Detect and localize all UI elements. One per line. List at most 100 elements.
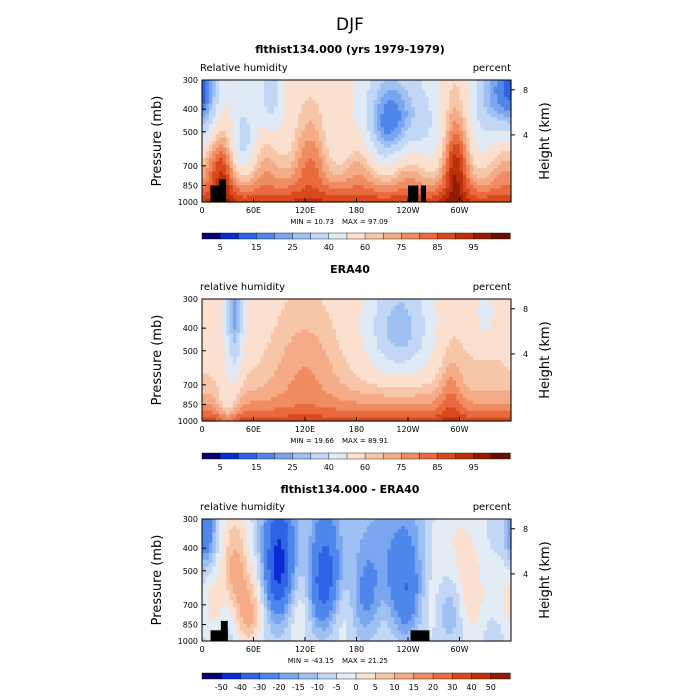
heatmap-cell	[236, 178, 241, 183]
heatmap-cell	[442, 90, 447, 95]
heatmap-cell	[342, 161, 347, 166]
heatmap-cell	[353, 124, 358, 129]
heatmap-cell	[414, 103, 419, 108]
heatmap-cell	[298, 83, 303, 88]
heatmap-cell	[356, 124, 361, 129]
heatmap-cell	[462, 103, 467, 108]
heatmap-cell	[425, 154, 430, 159]
heatmap-cell	[459, 161, 464, 166]
heatmap-cell	[205, 134, 210, 139]
heatmap-cell	[270, 178, 275, 183]
heatmap-cell	[449, 157, 454, 162]
heatmap-cell	[497, 93, 502, 98]
heatmap-cell	[219, 144, 224, 149]
heatmap-cell	[212, 161, 217, 166]
heatmap-cell	[325, 83, 330, 88]
heatmap-cell	[342, 168, 347, 173]
heatmap-cell	[202, 141, 207, 145]
heatmap-cell	[390, 151, 395, 156]
heatmap-cell	[232, 90, 237, 95]
heatmap-cell	[318, 157, 323, 162]
heatmap-cell	[418, 188, 423, 193]
heatmap-cell	[232, 93, 237, 98]
heatmap-cell	[236, 113, 241, 118]
heatmap-cell	[483, 130, 488, 135]
heatmap-cell	[280, 147, 285, 152]
heatmap-cell	[277, 100, 282, 105]
heatmap-cell	[305, 107, 310, 112]
heatmap-cell	[377, 110, 382, 115]
heatmap-cell	[438, 302, 443, 307]
heatmap-cell	[411, 110, 416, 115]
heatmap-cell	[356, 198, 361, 203]
topography-mask	[420, 185, 427, 202]
heatmap-cell	[284, 302, 289, 307]
heatmap-cell	[442, 151, 447, 156]
heatmap-cell	[363, 181, 368, 186]
heatmap-cell	[232, 124, 237, 129]
heatmap-cell	[263, 110, 268, 115]
heatmap-cell	[284, 151, 289, 156]
heatmap-cell	[370, 110, 375, 115]
heatmap-cell	[459, 90, 464, 95]
heatmap-cell	[387, 185, 392, 190]
heatmap-cell	[260, 191, 265, 196]
heatmap-cell	[449, 113, 454, 118]
heatmap-cell	[480, 147, 485, 152]
heatmap-cell	[339, 86, 344, 91]
heatmap-cell	[411, 181, 416, 186]
heatmap-cell	[380, 174, 385, 179]
heatmap-cell	[363, 195, 368, 200]
heatmap-cell	[222, 164, 227, 169]
heatmap-cell	[267, 195, 272, 200]
heatmap-cell	[370, 124, 375, 129]
heatmap-cell	[274, 168, 279, 173]
heatmap-cell	[418, 124, 423, 129]
heatmap-cell	[301, 195, 306, 200]
heatmap-cell	[387, 107, 392, 112]
heatmap-cell	[311, 178, 316, 183]
heatmap-cell	[411, 164, 416, 169]
heatmap-cell	[260, 185, 265, 190]
heatmap-cell	[311, 83, 316, 88]
heatmap-cell	[263, 299, 268, 303]
heatmap-cell	[349, 147, 354, 152]
heatmap-cell	[301, 96, 306, 101]
heatmap-cell	[253, 130, 258, 135]
heatmap-cell	[370, 164, 375, 169]
heatmap-cell	[236, 305, 241, 310]
heatmap-cell	[250, 195, 255, 200]
heatmap-cell	[212, 110, 217, 115]
heatmap-cell	[342, 188, 347, 193]
heatmap-cell	[219, 157, 224, 162]
heatmap-cell	[342, 144, 347, 149]
heatmap-cell	[411, 154, 416, 159]
heatmap-cell	[414, 93, 419, 98]
heatmap-cell	[452, 130, 457, 135]
heatmap-cell	[459, 103, 464, 108]
heatmap-cell	[469, 195, 474, 200]
heatmap-cell	[449, 83, 454, 88]
heatmap-cell	[315, 127, 320, 132]
min-value: MIN = 10.73	[290, 218, 334, 226]
heatmap-cell	[325, 147, 330, 152]
heatmap-cell	[442, 171, 447, 176]
heatmap-cell	[274, 113, 279, 118]
heatmap-cell	[291, 157, 296, 162]
heatmap-cell	[452, 174, 457, 179]
heatmap-cell	[215, 113, 220, 118]
heatmap-cell	[301, 171, 306, 176]
heatmap-cell	[253, 144, 258, 149]
heatmap-cell	[329, 161, 334, 166]
heatmap-cell	[342, 113, 347, 118]
heatmap-cell	[469, 120, 474, 125]
heatmap-cell	[277, 164, 282, 169]
heatmap-cell	[322, 83, 327, 88]
heatmap-cell	[274, 144, 279, 149]
heatmap-cell	[342, 83, 347, 88]
heatmap-cell	[408, 154, 413, 159]
heatmap-cell	[438, 100, 443, 105]
heatmap-cell	[274, 164, 279, 169]
heatmap-cell	[294, 113, 299, 118]
heatmap-cell	[219, 83, 224, 88]
